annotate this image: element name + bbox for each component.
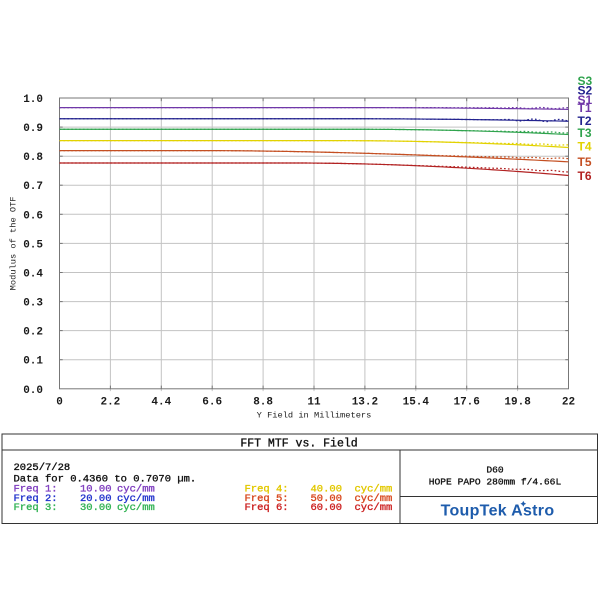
svg-text:17.6: 17.6 bbox=[453, 397, 479, 409]
svg-text:Modulus of the OTF: Modulus of the OTF bbox=[9, 196, 19, 290]
svg-text:8.8: 8.8 bbox=[253, 397, 273, 409]
svg-text:cyc/mm: cyc/mm bbox=[355, 493, 393, 505]
svg-text:0.3: 0.3 bbox=[23, 298, 43, 310]
svg-text:S3: S3 bbox=[578, 74, 593, 88]
svg-text:1.0: 1.0 bbox=[23, 94, 43, 106]
svg-text:15.4: 15.4 bbox=[403, 397, 430, 409]
svg-text:0.5: 0.5 bbox=[23, 239, 43, 251]
svg-text:T1: T1 bbox=[578, 101, 592, 115]
svg-text:10.00: 10.00 bbox=[80, 484, 112, 496]
svg-text:T2: T2 bbox=[578, 114, 592, 128]
svg-text:0.6: 0.6 bbox=[23, 210, 43, 222]
svg-text:T6: T6 bbox=[578, 169, 592, 183]
svg-text:T4: T4 bbox=[578, 140, 592, 154]
svg-text:Freq 5:: Freq 5: bbox=[245, 493, 289, 505]
svg-text:0.9: 0.9 bbox=[23, 123, 43, 135]
svg-text:6.6: 6.6 bbox=[202, 397, 222, 409]
svg-text:Freq 4:: Freq 4: bbox=[245, 484, 289, 496]
svg-text:2.2: 2.2 bbox=[100, 397, 120, 409]
svg-text:T3: T3 bbox=[578, 126, 592, 140]
svg-text:S2: S2 bbox=[578, 84, 593, 98]
svg-text:2025/7/28: 2025/7/28 bbox=[14, 462, 71, 474]
svg-text:0.1: 0.1 bbox=[23, 356, 43, 368]
svg-text:cyc/mm: cyc/mm bbox=[117, 493, 155, 505]
svg-text:22: 22 bbox=[562, 397, 575, 409]
svg-text:0: 0 bbox=[56, 397, 63, 409]
svg-text:0.2: 0.2 bbox=[23, 327, 43, 339]
svg-text:Freq 1:: Freq 1: bbox=[14, 484, 58, 496]
svg-text:50.00: 50.00 bbox=[311, 493, 343, 505]
svg-text:Freq 3:: Freq 3: bbox=[14, 502, 58, 514]
svg-text:D60: D60 bbox=[486, 465, 504, 476]
svg-text:HOPE PAPO 280mm f/4.66L: HOPE PAPO 280mm f/4.66L bbox=[429, 477, 562, 488]
svg-text:T5: T5 bbox=[578, 155, 592, 169]
svg-text:19.8: 19.8 bbox=[504, 397, 531, 409]
svg-text:13.2: 13.2 bbox=[352, 397, 378, 409]
svg-text:cyc/mm: cyc/mm bbox=[355, 484, 393, 496]
svg-text:Y Field in Millimeters: Y Field in Millimeters bbox=[257, 411, 372, 421]
svg-text:cyc/mm: cyc/mm bbox=[355, 502, 393, 514]
svg-text:FFT MTF vs. Field: FFT MTF vs. Field bbox=[240, 437, 357, 450]
svg-text:60.00: 60.00 bbox=[311, 502, 343, 514]
svg-text:Data for 0.4360 to 0.7070 µm.: Data for 0.4360 to 0.7070 µm. bbox=[14, 474, 197, 486]
svg-text:0.0: 0.0 bbox=[23, 385, 43, 397]
svg-text:ToupTek Astro: ToupTek Astro bbox=[441, 503, 555, 520]
svg-text:cyc/mm: cyc/mm bbox=[117, 502, 155, 514]
svg-text:Freq 6:: Freq 6: bbox=[245, 502, 289, 514]
svg-text:30.00: 30.00 bbox=[80, 502, 112, 514]
svg-text:0.8: 0.8 bbox=[23, 152, 43, 164]
svg-text:20.00: 20.00 bbox=[80, 493, 112, 505]
svg-text:4.4: 4.4 bbox=[151, 397, 171, 409]
svg-text:Freq 2:: Freq 2: bbox=[14, 493, 58, 505]
svg-text:40.00: 40.00 bbox=[311, 484, 343, 496]
svg-text:S1: S1 bbox=[578, 93, 593, 107]
svg-text:11: 11 bbox=[307, 397, 321, 409]
svg-text:0.4: 0.4 bbox=[23, 269, 43, 281]
svg-text:cyc/mm: cyc/mm bbox=[117, 484, 155, 496]
svg-text:0.7: 0.7 bbox=[23, 181, 43, 193]
